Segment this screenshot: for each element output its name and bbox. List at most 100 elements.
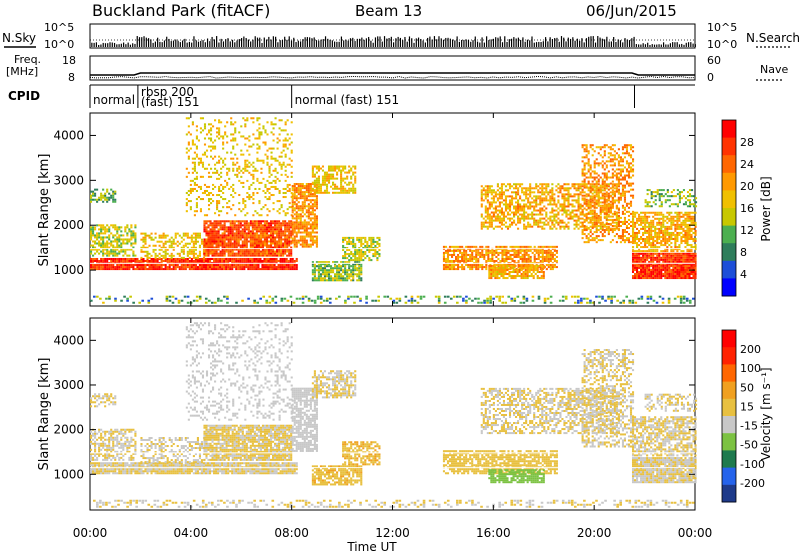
echo-cell — [173, 264, 175, 266]
echo-cell — [338, 170, 340, 172]
echo-cell — [199, 260, 201, 262]
echo-cell — [290, 296, 293, 298]
echo-cell — [473, 256, 475, 258]
echo-cell — [515, 210, 517, 212]
echo-cell — [252, 245, 254, 247]
echo-cell — [238, 228, 240, 230]
echo-cell — [491, 201, 493, 203]
echo-cell — [511, 195, 513, 197]
echo-cell — [515, 191, 517, 193]
echo-cell — [549, 191, 551, 193]
echo-cell — [183, 264, 185, 266]
echo-cell — [300, 195, 302, 197]
echo-cell — [547, 199, 549, 201]
echo-cell — [269, 260, 271, 262]
echo-cell — [134, 226, 136, 228]
echo-cell — [258, 135, 260, 137]
echo-cell — [235, 266, 237, 268]
echo-cell — [547, 222, 549, 224]
echo-cell — [516, 254, 518, 256]
echo-cell — [312, 279, 314, 281]
echo-cell — [207, 238, 209, 240]
echo-cell — [280, 264, 282, 266]
echo-cell — [517, 222, 519, 224]
echo-cell — [515, 277, 517, 279]
echo-cell — [161, 235, 163, 237]
echo-cell — [246, 180, 248, 182]
noise-bar — [196, 40, 197, 47]
echo-cell — [368, 251, 370, 253]
echo-cell — [519, 269, 521, 271]
echo-cell — [318, 188, 320, 190]
echo-cell — [523, 273, 525, 275]
echo-cell — [312, 223, 314, 225]
echo-cell — [268, 188, 270, 190]
echo-cell — [124, 242, 126, 244]
echo-cell — [236, 144, 238, 146]
echo-cell — [244, 160, 246, 162]
echo-cell — [336, 279, 338, 281]
echo-cell — [508, 275, 510, 277]
echo-cell — [232, 222, 234, 224]
echo-cell — [203, 260, 205, 262]
echo-cell — [206, 214, 208, 216]
echo-cell — [142, 237, 144, 239]
echo-cell — [222, 240, 224, 242]
echo-cell — [199, 251, 201, 253]
echo-cell — [501, 214, 503, 216]
echo-cell — [262, 234, 264, 236]
echo-cell — [304, 207, 306, 209]
echo-cell — [503, 203, 505, 205]
echo-cell — [248, 188, 250, 190]
echo-cell — [102, 302, 105, 304]
echo-cell — [322, 178, 324, 180]
echo-cell — [358, 271, 360, 273]
echo-cell — [483, 193, 485, 195]
echo-cell — [312, 240, 314, 242]
echo-cell — [217, 260, 219, 262]
echo-cell — [481, 214, 483, 216]
echo-cell — [291, 150, 293, 152]
echo-cell — [236, 234, 238, 236]
echo-cell — [477, 250, 479, 252]
echo-cell — [234, 174, 236, 176]
echo-cell — [537, 189, 539, 191]
nsky-label: N.Sky — [2, 31, 36, 45]
noise-bar — [422, 41, 423, 47]
echo-cell — [210, 139, 212, 141]
echo-cell — [236, 236, 238, 238]
echo-cell — [471, 246, 473, 248]
echo-cell — [262, 125, 264, 127]
echo-cell — [447, 252, 449, 254]
echo-cell — [668, 300, 671, 302]
echo-cell — [518, 252, 520, 254]
echo-cell — [128, 264, 130, 266]
echo-cell — [289, 164, 291, 166]
echo-cell — [502, 265, 504, 267]
echo-cell — [218, 202, 220, 204]
echo-cell — [249, 264, 251, 266]
echo-cell — [260, 131, 262, 133]
echo-cell — [294, 217, 296, 219]
noise-bar — [561, 36, 562, 47]
echo-cell — [389, 298, 392, 300]
echo-cell — [302, 215, 304, 217]
echo-cell — [521, 183, 523, 185]
echo-cell — [543, 273, 545, 275]
echo-cell — [541, 271, 543, 273]
echo-cell — [467, 254, 469, 256]
echo-cell — [360, 267, 362, 269]
echo-cell — [225, 266, 227, 268]
echo-cell — [100, 251, 102, 253]
echo-cell — [354, 178, 356, 180]
noise-bar — [504, 36, 505, 47]
echo-cell — [260, 220, 262, 222]
echo-cell — [487, 201, 489, 203]
echo-cell — [312, 182, 314, 184]
echo-cell — [497, 183, 499, 185]
echo-cell — [196, 190, 198, 192]
echo-cell — [467, 266, 469, 268]
echo-cell — [239, 258, 241, 260]
echo-cell — [207, 260, 209, 262]
echo-cell — [253, 264, 255, 266]
